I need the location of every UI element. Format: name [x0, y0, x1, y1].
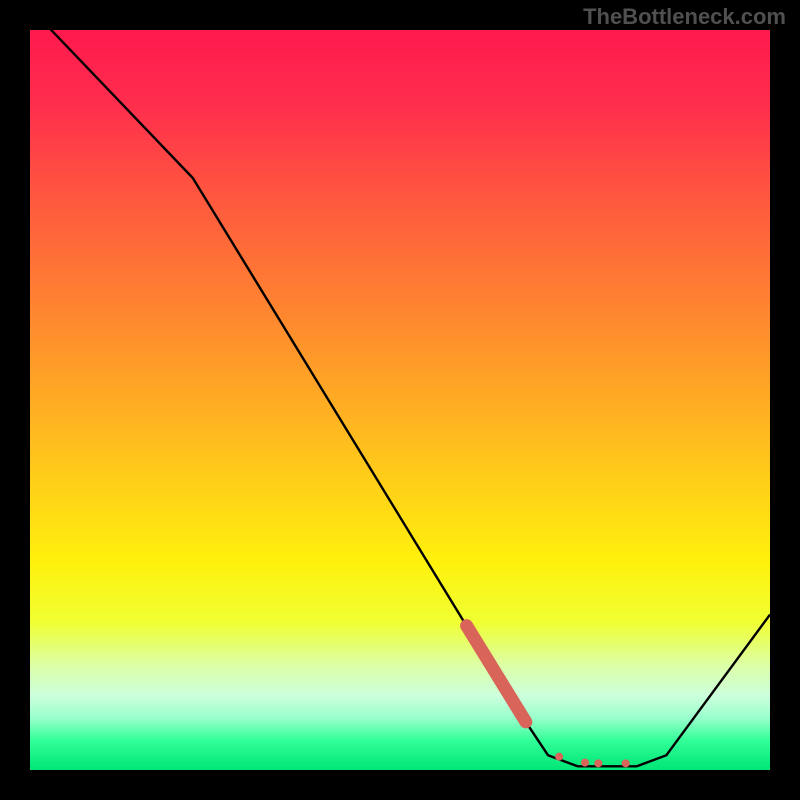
plot-area: [30, 30, 770, 770]
chart-svg: [30, 30, 770, 770]
marker-dot: [555, 753, 563, 761]
watermark-text: TheBottleneck.com: [583, 4, 786, 30]
chart-container: TheBottleneck.com: [0, 0, 800, 800]
marker-dot: [622, 759, 630, 767]
bottleneck-curve: [30, 8, 770, 767]
marker-dot: [594, 759, 602, 767]
markers-group: [467, 626, 630, 768]
marker-dot: [581, 759, 589, 767]
marker-thick-segment: [467, 626, 526, 722]
